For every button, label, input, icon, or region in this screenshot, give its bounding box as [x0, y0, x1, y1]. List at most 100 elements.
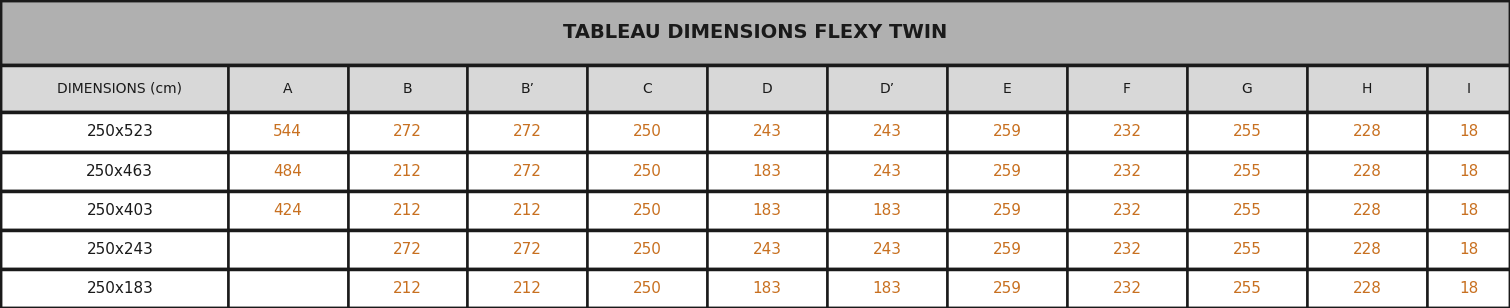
- Bar: [1427, 112, 1510, 152]
- Text: 250x523: 250x523: [86, 124, 154, 140]
- Bar: [707, 152, 827, 191]
- Text: 212: 212: [393, 203, 421, 218]
- Text: 18: 18: [1459, 203, 1478, 218]
- Bar: [1068, 269, 1187, 308]
- Bar: [947, 230, 1068, 269]
- Text: 272: 272: [393, 124, 421, 140]
- Text: 250: 250: [633, 242, 661, 257]
- Bar: [228, 191, 347, 230]
- Bar: [0, 230, 1510, 269]
- Text: 183: 183: [753, 203, 782, 218]
- Text: 232: 232: [1113, 203, 1142, 218]
- Text: 212: 212: [393, 281, 421, 296]
- Bar: [827, 269, 947, 308]
- Text: DIMENSIONS (cm): DIMENSIONS (cm): [57, 82, 183, 95]
- Bar: [1427, 152, 1510, 191]
- Text: 272: 272: [513, 242, 542, 257]
- Bar: [587, 269, 707, 308]
- Bar: [587, 191, 707, 230]
- Text: B’: B’: [521, 82, 535, 95]
- Text: 255: 255: [1232, 164, 1261, 179]
- Bar: [827, 112, 947, 152]
- Bar: [0, 65, 228, 112]
- Text: 259: 259: [992, 124, 1022, 140]
- Text: 259: 259: [992, 281, 1022, 296]
- Text: F: F: [1123, 82, 1131, 95]
- Text: 228: 228: [1353, 203, 1382, 218]
- Text: 250: 250: [633, 281, 661, 296]
- Text: 212: 212: [513, 203, 542, 218]
- Text: 243: 243: [753, 124, 782, 140]
- Bar: [468, 65, 587, 112]
- Text: 255: 255: [1232, 124, 1261, 140]
- Bar: [827, 152, 947, 191]
- Text: 250: 250: [633, 124, 661, 140]
- Bar: [707, 269, 827, 308]
- Bar: [0, 269, 1510, 308]
- Text: 484: 484: [273, 164, 302, 179]
- Bar: [347, 191, 468, 230]
- Bar: [347, 269, 468, 308]
- Text: B: B: [403, 82, 412, 95]
- Bar: [1187, 65, 1308, 112]
- Bar: [827, 65, 947, 112]
- Text: D: D: [763, 82, 773, 95]
- Bar: [468, 112, 587, 152]
- Bar: [1427, 269, 1510, 308]
- Text: 272: 272: [513, 124, 542, 140]
- Bar: [707, 191, 827, 230]
- Text: 250x403: 250x403: [86, 203, 154, 218]
- Bar: [1187, 191, 1308, 230]
- Bar: [587, 230, 707, 269]
- Text: 18: 18: [1459, 281, 1478, 296]
- Bar: [1427, 65, 1510, 112]
- Text: 228: 228: [1353, 242, 1382, 257]
- Bar: [228, 269, 347, 308]
- Bar: [1068, 152, 1187, 191]
- Bar: [827, 191, 947, 230]
- Text: 232: 232: [1113, 124, 1142, 140]
- Text: D’: D’: [880, 82, 895, 95]
- Bar: [468, 269, 587, 308]
- Bar: [0, 152, 228, 191]
- Bar: [1068, 112, 1187, 152]
- Bar: [0, 112, 228, 152]
- Text: 18: 18: [1459, 164, 1478, 179]
- Bar: [1308, 112, 1427, 152]
- Text: H: H: [1362, 82, 1373, 95]
- Bar: [468, 191, 587, 230]
- Bar: [947, 65, 1068, 112]
- Text: 243: 243: [873, 124, 901, 140]
- Bar: [1187, 112, 1308, 152]
- Text: 18: 18: [1459, 124, 1478, 140]
- Bar: [1308, 230, 1427, 269]
- Text: 255: 255: [1232, 242, 1261, 257]
- Bar: [827, 230, 947, 269]
- Bar: [0, 0, 1510, 65]
- Text: 243: 243: [873, 164, 901, 179]
- Bar: [707, 230, 827, 269]
- Bar: [1308, 191, 1427, 230]
- Text: 228: 228: [1353, 164, 1382, 179]
- Text: 243: 243: [873, 242, 901, 257]
- Text: 255: 255: [1232, 203, 1261, 218]
- Bar: [707, 112, 827, 152]
- Bar: [228, 65, 347, 112]
- Bar: [468, 230, 587, 269]
- Text: 259: 259: [992, 164, 1022, 179]
- Bar: [947, 152, 1068, 191]
- Text: 232: 232: [1113, 164, 1142, 179]
- Bar: [1427, 230, 1510, 269]
- Bar: [587, 112, 707, 152]
- Bar: [347, 65, 468, 112]
- Bar: [587, 152, 707, 191]
- Bar: [947, 191, 1068, 230]
- Text: 250: 250: [633, 203, 661, 218]
- Text: E: E: [1003, 82, 1012, 95]
- Text: I: I: [1466, 82, 1471, 95]
- Bar: [347, 112, 468, 152]
- Bar: [347, 230, 468, 269]
- Text: 259: 259: [992, 242, 1022, 257]
- Bar: [228, 230, 347, 269]
- Text: 18: 18: [1459, 242, 1478, 257]
